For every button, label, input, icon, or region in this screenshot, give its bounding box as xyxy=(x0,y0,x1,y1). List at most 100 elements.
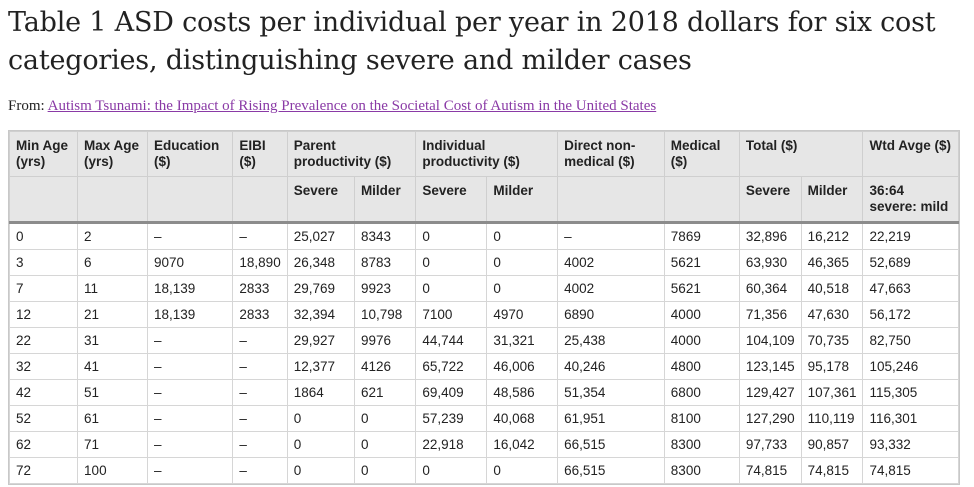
cell-direct-nonmedical: 51,354 xyxy=(557,379,665,406)
cell-total-severe: 32,896 xyxy=(738,222,802,250)
col-wtd-avge: Wtd Avge ($) xyxy=(862,131,959,177)
cell-parent-milder: 621 xyxy=(353,379,417,406)
cell-education: – xyxy=(146,353,234,380)
cell-total-milder: 47,630 xyxy=(800,301,864,328)
cell-education: 9070 xyxy=(146,249,234,276)
cell-parent-severe: 0 xyxy=(286,431,355,458)
cell-parent-milder: 8343 xyxy=(353,222,417,250)
cell-individual-severe: 0 xyxy=(415,457,488,484)
cell-individual-milder: 16,042 xyxy=(486,431,559,458)
table-row: 32 41– –12,377 4126 65,722 46,006 40,246 4800 12… xyxy=(8,353,959,380)
cell-direct-nonmedical: 66,515 xyxy=(557,431,665,458)
cell-total-severe: 60,364 xyxy=(738,275,802,302)
table-row: 62 71– –0 0 22,918 16,042 66,515 8300 97,733 90,8… xyxy=(8,431,959,458)
cell-wtd-avge: 47,663 xyxy=(862,275,959,302)
cell-individual-severe: 69,409 xyxy=(415,379,488,406)
cell-education: 18,139 xyxy=(146,301,234,328)
cell-parent-milder: 9976 xyxy=(353,327,417,354)
cell-min-age: 12 xyxy=(8,301,79,328)
sub-parent-severe: Severe xyxy=(286,176,355,224)
table-row: 42 51– –1864 621 69,409 48,586 51,354 6800 129,4… xyxy=(8,379,959,406)
sub-total-severe: Severe xyxy=(738,176,802,224)
cell-parent-severe: 29,769 xyxy=(286,275,355,302)
cell-eibi: – xyxy=(232,327,288,354)
cell-max-age: 61 xyxy=(77,405,148,432)
sub-empty xyxy=(232,176,288,224)
cell-eibi: – xyxy=(232,379,288,406)
cell-max-age: 2 xyxy=(77,222,148,250)
col-direct-nonmedical: Direct non-medical ($) xyxy=(557,131,665,177)
sub-empty xyxy=(663,176,740,224)
cell-eibi: – xyxy=(232,405,288,432)
cell-individual-severe: 0 xyxy=(415,222,488,250)
cell-total-severe: 63,930 xyxy=(738,249,802,276)
cell-min-age: 22 xyxy=(8,327,79,354)
cell-max-age: 6 xyxy=(77,249,148,276)
cell-wtd-avge: 52,689 xyxy=(862,249,959,276)
cell-direct-nonmedical: 40,246 xyxy=(557,353,665,380)
cell-education: – xyxy=(146,405,234,432)
cell-total-severe: 71,356 xyxy=(738,301,802,328)
cell-total-severe: 129,427 xyxy=(738,379,802,406)
cell-min-age: 7 xyxy=(8,275,79,302)
cell-parent-milder: 9923 xyxy=(353,275,417,302)
cell-min-age: 3 xyxy=(8,249,79,276)
cell-education: – xyxy=(146,431,234,458)
cell-medical: 7869 xyxy=(663,222,740,250)
cell-eibi: 2833 xyxy=(232,301,288,328)
cell-parent-severe: 1864 xyxy=(286,379,355,406)
cell-max-age: 11 xyxy=(77,275,148,302)
cell-individual-milder: 0 xyxy=(486,249,559,276)
cell-total-milder: 110,119 xyxy=(800,405,864,432)
cell-direct-nonmedical: 25,438 xyxy=(557,327,665,354)
col-education: Education ($) xyxy=(146,131,234,177)
cell-parent-milder: 4126 xyxy=(353,353,417,380)
col-max-age: Max Age (yrs) xyxy=(77,131,148,177)
cell-total-milder: 95,178 xyxy=(800,353,864,380)
cell-wtd-avge: 82,750 xyxy=(862,327,959,354)
table-row: 0 2– –25,027 8343 0 0–7869 32,896 16,212 22,219 xyxy=(8,222,959,250)
cell-eibi: 18,890 xyxy=(232,249,288,276)
cell-max-age: 71 xyxy=(77,431,148,458)
cell-wtd-avge: 93,332 xyxy=(862,431,959,458)
cell-individual-milder: 0 xyxy=(486,222,559,250)
source-article-link[interactable]: Autism Tsunami: the Impact of Rising Pre… xyxy=(47,98,657,114)
cell-parent-severe: 12,377 xyxy=(286,353,355,380)
cell-min-age: 0 xyxy=(8,222,79,250)
cell-min-age: 62 xyxy=(8,431,79,458)
cell-total-severe: 104,109 xyxy=(738,327,802,354)
cell-individual-severe: 0 xyxy=(415,249,488,276)
cell-individual-severe: 44,744 xyxy=(415,327,488,354)
cell-individual-milder: 40,068 xyxy=(486,405,559,432)
col-medical: Medical ($) xyxy=(663,131,740,177)
sub-wtd-ratio: 36:64 severe: mild xyxy=(862,176,959,224)
cell-max-age: 31 xyxy=(77,327,148,354)
table-body: 0 2– –25,027 8343 0 0–7869 32,896 16,212 22,219 3… xyxy=(8,222,959,484)
cost-table-container: Min Age (yrs) Max Age (yrs) Education ($… xyxy=(8,130,960,485)
sub-empty xyxy=(146,176,234,224)
sub-individual-severe: Severe xyxy=(415,176,488,224)
cell-individual-severe: 57,239 xyxy=(415,405,488,432)
cell-max-age: 41 xyxy=(77,353,148,380)
cell-education: – xyxy=(146,379,234,406)
cell-parent-milder: 0 xyxy=(353,431,417,458)
cell-total-milder: 70,735 xyxy=(800,327,864,354)
cell-total-milder: 74,815 xyxy=(800,457,864,484)
sub-empty xyxy=(557,176,665,224)
cell-total-milder: 16,212 xyxy=(800,222,864,250)
cell-max-age: 51 xyxy=(77,379,148,406)
cell-direct-nonmedical: 4002 xyxy=(557,275,665,302)
table-row: 12 21 18,139 2833 32,394 10,798 7100 4970 6890 40… xyxy=(8,301,959,328)
col-total: Total ($) xyxy=(738,131,864,177)
cell-parent-severe: 0 xyxy=(286,457,355,484)
cell-total-severe: 123,145 xyxy=(738,353,802,380)
cell-individual-milder: 4970 xyxy=(486,301,559,328)
table-row: 52 61– –0 0 57,239 40,068 61,951 8100 127,290 110… xyxy=(8,405,959,432)
cell-individual-severe: 22,918 xyxy=(415,431,488,458)
cell-medical: 5621 xyxy=(663,249,740,276)
cell-medical: 4800 xyxy=(663,353,740,380)
cell-total-milder: 46,365 xyxy=(800,249,864,276)
cell-individual-milder: 31,321 xyxy=(486,327,559,354)
cell-max-age: 100 xyxy=(77,457,148,484)
cell-wtd-avge: 116,301 xyxy=(862,405,959,432)
